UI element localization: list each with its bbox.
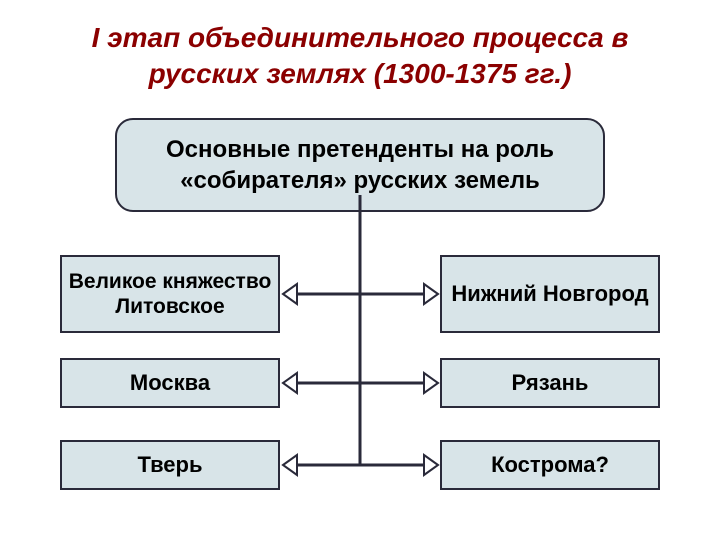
node-right-1: Рязань: [440, 358, 660, 408]
main-box-line2: «собирателя» русских земель: [180, 167, 540, 194]
node-right-2: Кострома?: [440, 440, 660, 490]
title-line1: I этап объединительного процесса в: [92, 22, 629, 53]
node-left-0: Великое княжество Литовское: [60, 255, 280, 333]
title-line2: русских землях (1300-1375 гг.): [149, 58, 572, 89]
row-2: Тверь Кострома?: [0, 440, 720, 490]
row-1: Москва Рязань: [0, 358, 720, 408]
page-title: I этап объединительного процесса в русск…: [0, 0, 720, 103]
row-0: Великое княжество Литовское Нижний Новго…: [0, 255, 720, 333]
main-concept-box: Основные претенденты на роль «собирателя…: [115, 118, 605, 212]
node-right-0: Нижний Новгород: [440, 255, 660, 333]
main-box-line1: Основные претенденты на роль: [166, 136, 554, 163]
node-left-2: Тверь: [60, 440, 280, 490]
node-left-1: Москва: [60, 358, 280, 408]
